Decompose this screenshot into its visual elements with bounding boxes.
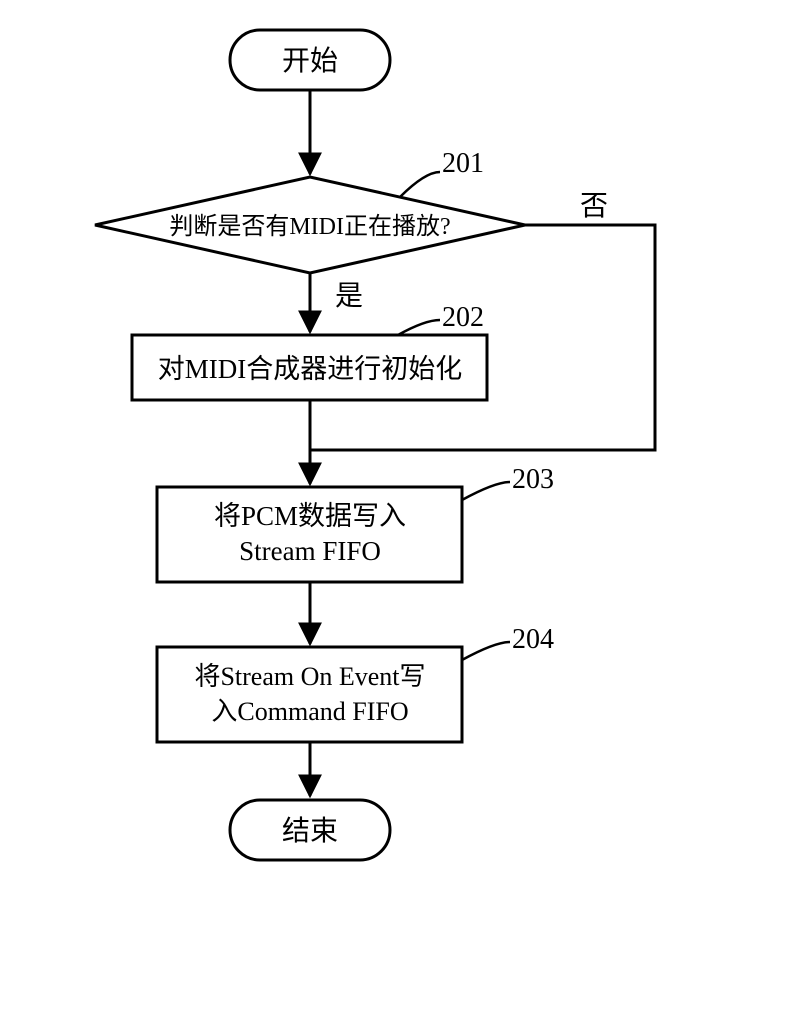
proc3-label1: 将Stream On Event写: [194, 662, 425, 691]
annot-202-text: 202: [442, 302, 484, 333]
annotation-202: 202: [398, 302, 484, 335]
proc3-label2: 入Command FIFO: [211, 697, 408, 726]
decision-label: 判断是否有MIDI正在播放?: [169, 213, 450, 240]
proc2-label2: Stream FIFO: [239, 536, 381, 566]
process-3: 将Stream On Event写 入Command FIFO: [157, 647, 462, 742]
start-node: 开始: [230, 30, 390, 90]
start-label: 开始: [282, 45, 338, 77]
process-2: 将PCM数据写入 Stream FIFO: [157, 487, 462, 582]
end-node: 结束: [230, 800, 390, 860]
annotation-203: 203: [462, 464, 554, 500]
annotation-201: 201: [400, 148, 484, 197]
process-1: 对MIDI合成器进行初始化: [132, 335, 487, 400]
no-label: 否: [580, 191, 608, 222]
proc1-label: 对MIDI合成器进行初始化: [158, 354, 463, 384]
proc2-label1: 将PCM数据写入: [214, 501, 406, 531]
flowchart-canvas: 开始 判断是否有MIDI正在播放? 201 是 否 202 对MIDI合成器进行…: [0, 0, 800, 1024]
decision-node: 判断是否有MIDI正在播放?: [95, 177, 525, 273]
yes-label: 是: [335, 281, 363, 312]
annotation-204: 204: [462, 624, 554, 660]
annot-201-text: 201: [442, 148, 484, 179]
annot-204-text: 204: [512, 624, 554, 655]
annot-203-text: 203: [512, 464, 554, 495]
end-label: 结束: [282, 815, 338, 847]
